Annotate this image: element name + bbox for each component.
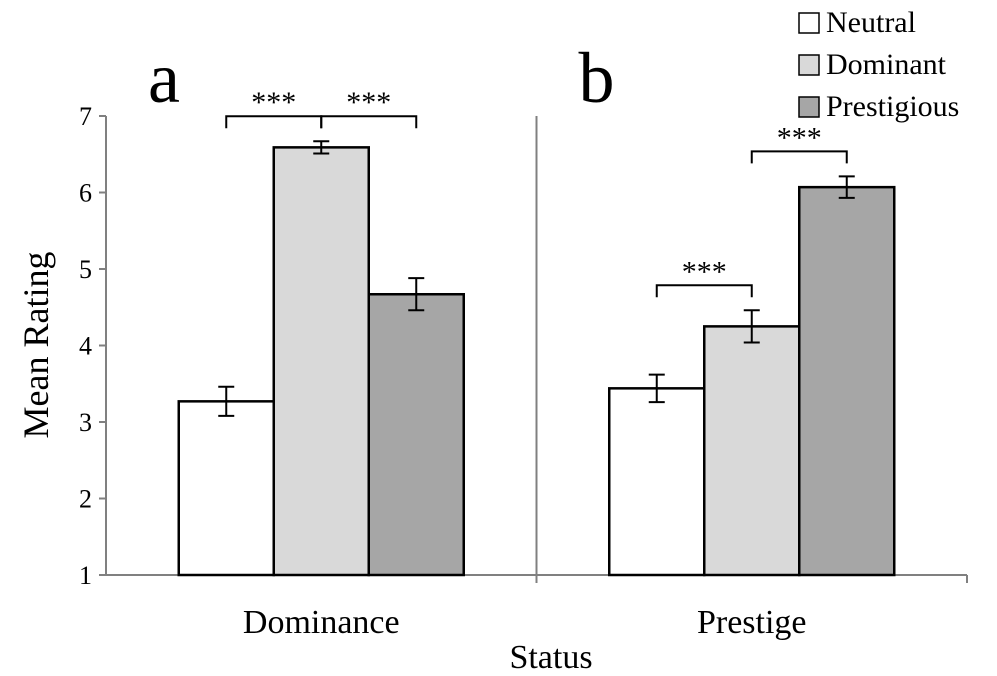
- bar: [703, 325, 801, 577]
- legend-label: Neutral: [826, 6, 916, 39]
- y-axis-label: Mean Rating: [16, 252, 56, 439]
- significance-bracket: ***: [225, 86, 323, 129]
- chart-axes: 1 2 3 4 5 6 7 Dominance Prestige a b: [79, 38, 968, 641]
- bracket-line: [655, 284, 753, 298]
- bar: [798, 185, 896, 577]
- y-tick-label: 7: [79, 102, 92, 131]
- legend-item: Neutral: [798, 6, 916, 39]
- significance-label: ***: [346, 86, 391, 119]
- y-tick-label: 1: [79, 561, 92, 590]
- bar: [177, 400, 275, 577]
- panel-label: b: [579, 38, 615, 118]
- bracket-line: [750, 150, 848, 164]
- y-tick-label: 2: [79, 485, 92, 514]
- x-tick-label: Dominance: [243, 604, 400, 641]
- significance-bracket: ***: [655, 255, 753, 298]
- y-tick-label: 4: [79, 332, 92, 361]
- y-tick-label: 3: [79, 408, 92, 437]
- bar: [367, 292, 465, 577]
- chart-bars: [177, 140, 896, 577]
- x-axis-label: Status: [509, 639, 592, 676]
- significance-label: ***: [251, 86, 296, 119]
- bracket-line: [320, 115, 418, 129]
- significance-brackets: *** *** *** ***: [225, 86, 848, 298]
- significance-label: ***: [777, 121, 822, 154]
- legend-label: Dominant: [826, 48, 947, 81]
- legend-swatch: [798, 96, 820, 118]
- legend-swatch: [798, 12, 820, 34]
- significance-label: ***: [682, 255, 727, 288]
- legend-item: Dominant: [798, 48, 947, 81]
- legend: Neutral Dominant Prestigious: [798, 6, 959, 123]
- legend-item: Prestigious: [798, 90, 959, 123]
- legend-label: Prestigious: [826, 90, 959, 123]
- legend-swatch: [798, 54, 820, 76]
- panel-label: a: [148, 38, 180, 118]
- significance-bracket: ***: [320, 86, 418, 129]
- significance-bracket: ***: [750, 121, 848, 164]
- y-tick-label: 6: [79, 179, 92, 208]
- x-tick-label: Prestige: [697, 604, 807, 641]
- y-tick-label: 5: [79, 255, 92, 284]
- bar: [272, 146, 370, 577]
- bar: [608, 387, 706, 577]
